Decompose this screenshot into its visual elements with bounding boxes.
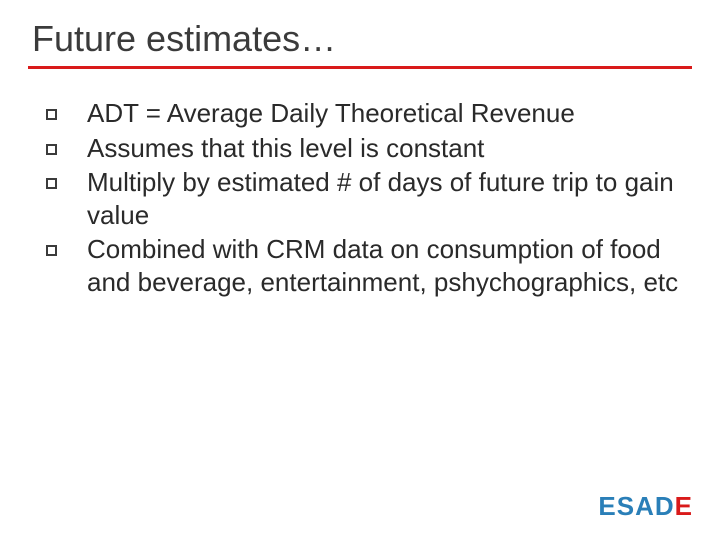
logo-suffix: E (675, 491, 692, 522)
square-bullet-icon (46, 178, 57, 189)
slide-title: Future estimates… (28, 18, 692, 60)
bullet-text: ADT = Average Daily Theoretical Revenue (87, 97, 575, 130)
bullet-text: Multiply by estimated # of days of futur… (87, 166, 692, 231)
bullet-list: ADT = Average Daily Theoretical Revenue … (28, 97, 692, 298)
logo-prefix: ESAD (598, 491, 674, 522)
square-bullet-icon (46, 245, 57, 256)
list-item: Combined with CRM data on consumption of… (46, 233, 692, 298)
bullet-text: Combined with CRM data on consumption of… (87, 233, 692, 298)
title-underline (28, 66, 692, 69)
list-item: Assumes that this level is constant (46, 132, 692, 165)
esade-logo: ESADE (598, 491, 692, 522)
list-item: Multiply by estimated # of days of futur… (46, 166, 692, 231)
square-bullet-icon (46, 144, 57, 155)
slide-container: Future estimates… ADT = Average Daily Th… (0, 0, 720, 540)
square-bullet-icon (46, 109, 57, 120)
bullet-text: Assumes that this level is constant (87, 132, 484, 165)
list-item: ADT = Average Daily Theoretical Revenue (46, 97, 692, 130)
